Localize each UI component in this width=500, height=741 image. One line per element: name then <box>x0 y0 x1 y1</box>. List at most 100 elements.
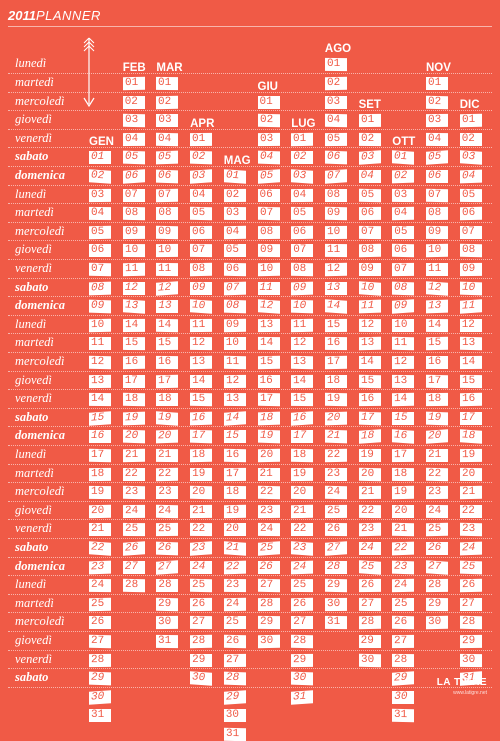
day-cell[interactable]: 16 <box>392 429 415 445</box>
day-cell[interactable]: 13 <box>358 337 381 351</box>
day-cell[interactable]: 11 <box>122 262 145 277</box>
day-cell[interactable]: 10 <box>257 262 280 277</box>
day-cell[interactable]: 22 <box>156 467 179 481</box>
day-cell[interactable]: 24 <box>426 504 448 518</box>
day-cell[interactable]: 24 <box>223 597 246 611</box>
day-cell[interactable]: 15 <box>89 411 111 426</box>
day-cell[interactable]: 25 <box>257 541 280 556</box>
day-cell[interactable]: 23 <box>223 579 246 593</box>
day-cell[interactable]: 13 <box>122 299 145 314</box>
day-cell[interactable]: 29 <box>223 690 246 705</box>
day-cell[interactable]: 25 <box>392 597 415 611</box>
day-cell[interactable]: 20 <box>257 448 280 463</box>
day-cell[interactable]: 22 <box>324 448 347 463</box>
day-cell[interactable]: 29 <box>459 634 482 649</box>
day-cell[interactable]: 19 <box>190 467 213 481</box>
day-cell[interactable]: 30 <box>89 690 111 705</box>
day-cell[interactable]: 06 <box>89 244 111 258</box>
day-cell[interactable]: 12 <box>392 355 415 370</box>
day-cell[interactable]: 18 <box>190 448 213 463</box>
day-cell[interactable]: 28 <box>257 597 280 611</box>
day-cell[interactable]: 10 <box>358 280 381 296</box>
day-cell[interactable]: 30 <box>257 634 280 649</box>
day-cell[interactable]: 04 <box>426 132 448 146</box>
day-cell[interactable]: 02 <box>257 113 280 128</box>
day-cell[interactable]: 15 <box>324 318 347 332</box>
day-cell[interactable]: 18 <box>459 429 482 445</box>
day-cell[interactable]: 01 <box>324 58 347 72</box>
day-cell[interactable]: 26 <box>426 542 448 555</box>
day-cell[interactable]: 08 <box>257 225 280 239</box>
day-cell[interactable]: 03 <box>190 169 213 184</box>
day-cell[interactable]: 03 <box>392 188 415 202</box>
day-cell[interactable]: 14 <box>223 411 246 426</box>
day-cell[interactable]: 30 <box>324 597 347 611</box>
day-cell[interactable]: 22 <box>426 467 448 481</box>
day-cell[interactable]: 06 <box>223 262 246 277</box>
day-cell[interactable]: 02 <box>190 151 213 165</box>
day-cell[interactable]: 04 <box>122 132 145 146</box>
day-cell[interactable]: 18 <box>426 393 448 407</box>
day-cell[interactable]: 29 <box>324 578 347 593</box>
day-cell[interactable]: 14 <box>257 337 280 351</box>
day-cell[interactable]: 05 <box>257 169 280 184</box>
day-cell[interactable]: 31 <box>324 616 347 630</box>
day-cell[interactable]: 13 <box>459 337 482 351</box>
day-cell[interactable]: 08 <box>122 206 145 221</box>
day-cell[interactable]: 14 <box>89 393 111 407</box>
day-cell[interactable]: 20 <box>392 504 415 518</box>
day-cell[interactable]: 06 <box>324 151 347 165</box>
day-cell[interactable]: 28 <box>291 634 314 649</box>
day-cell[interactable]: 17 <box>257 392 280 407</box>
day-cell[interactable]: 09 <box>122 225 145 239</box>
day-cell[interactable]: 31 <box>223 727 246 741</box>
day-cell[interactable]: 17 <box>156 374 179 388</box>
day-cell[interactable]: 21 <box>324 430 347 444</box>
day-cell[interactable]: 05 <box>156 151 179 165</box>
day-cell[interactable]: 05 <box>392 225 415 239</box>
day-cell[interactable]: 11 <box>156 262 179 277</box>
day-cell[interactable]: 23 <box>89 560 111 574</box>
day-cell[interactable]: 23 <box>257 504 280 518</box>
day-cell[interactable]: 30 <box>358 653 381 667</box>
day-cell[interactable]: 25 <box>122 523 145 537</box>
day-cell[interactable]: 24 <box>89 579 111 593</box>
day-cell[interactable]: 03 <box>223 207 246 221</box>
day-cell[interactable]: 24 <box>257 523 280 537</box>
day-cell[interactable]: 06 <box>426 170 448 183</box>
day-cell[interactable]: 07 <box>358 225 381 239</box>
day-cell[interactable]: 02 <box>89 169 111 184</box>
day-cell[interactable]: 13 <box>89 374 111 388</box>
day-cell[interactable]: 01 <box>122 76 145 91</box>
day-cell[interactable]: 27 <box>426 559 448 575</box>
day-cell[interactable]: 10 <box>392 318 415 332</box>
day-cell[interactable]: 13 <box>324 281 347 295</box>
day-cell[interactable]: 08 <box>392 281 415 295</box>
day-cell[interactable]: 28 <box>156 579 179 593</box>
day-cell[interactable]: 03 <box>122 113 145 128</box>
day-cell[interactable]: 17 <box>324 355 347 370</box>
day-cell[interactable]: 20 <box>89 504 111 518</box>
day-cell[interactable]: 29 <box>190 653 213 667</box>
day-cell[interactable]: 31 <box>291 690 314 705</box>
day-cell[interactable]: 31 <box>392 709 415 723</box>
day-cell[interactable]: 23 <box>426 486 448 500</box>
day-cell[interactable]: 11 <box>324 244 347 258</box>
day-cell[interactable]: 20 <box>122 430 145 444</box>
day-cell[interactable]: 02 <box>291 151 314 165</box>
day-cell[interactable]: 24 <box>291 560 314 574</box>
day-cell[interactable]: 26 <box>392 616 415 630</box>
day-cell[interactable]: 02 <box>392 169 415 184</box>
day-cell[interactable]: 12 <box>459 318 482 332</box>
day-cell[interactable]: 24 <box>122 504 145 518</box>
day-cell[interactable]: 17 <box>190 430 213 444</box>
day-cell[interactable]: 18 <box>156 393 179 407</box>
day-cell[interactable]: 18 <box>324 374 347 388</box>
day-cell[interactable]: 07 <box>291 244 314 258</box>
day-cell[interactable]: 23 <box>459 523 482 537</box>
day-cell[interactable]: 12 <box>358 318 381 332</box>
day-cell[interactable]: 19 <box>156 411 179 426</box>
day-cell[interactable]: 02 <box>358 132 381 146</box>
day-cell[interactable]: 09 <box>358 263 381 276</box>
day-cell[interactable]: 20 <box>291 486 314 500</box>
